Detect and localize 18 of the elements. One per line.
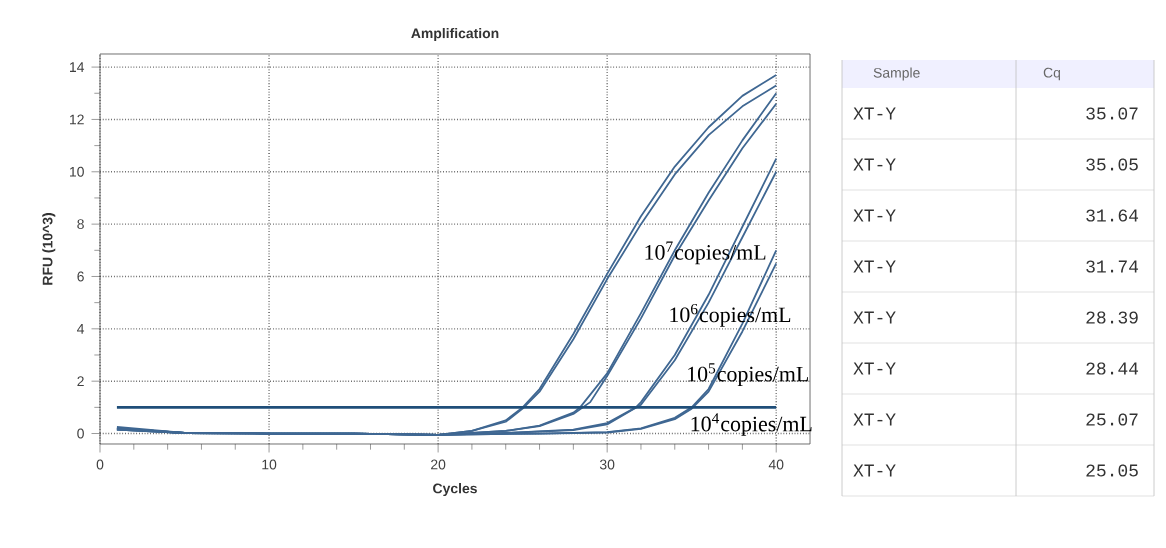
text: 25.07	[1086, 413, 1138, 426]
text: XT-Y	[853, 362, 896, 375]
annotation: 10$^{4}$copies/mL	[691, 413, 812, 436]
text: XT-Y	[853, 413, 896, 426]
text: XT-Y	[853, 158, 896, 171]
text: 28.44	[1086, 362, 1139, 375]
text: 31.64	[1086, 209, 1139, 222]
text: 35.07	[1086, 107, 1138, 120]
text: 28.39	[1086, 311, 1138, 324]
text: 31.74	[1086, 260, 1139, 273]
annotation: 10$^{5}$copies/mL	[688, 363, 808, 386]
text: XT-Y	[853, 464, 896, 477]
text: XT-Y	[853, 260, 896, 273]
text: 35.05	[1086, 158, 1138, 171]
text: XT-Y	[853, 107, 896, 120]
text: XT-Y	[853, 311, 896, 324]
text: XT-Y	[853, 209, 896, 222]
text: 25.05	[1086, 464, 1138, 477]
